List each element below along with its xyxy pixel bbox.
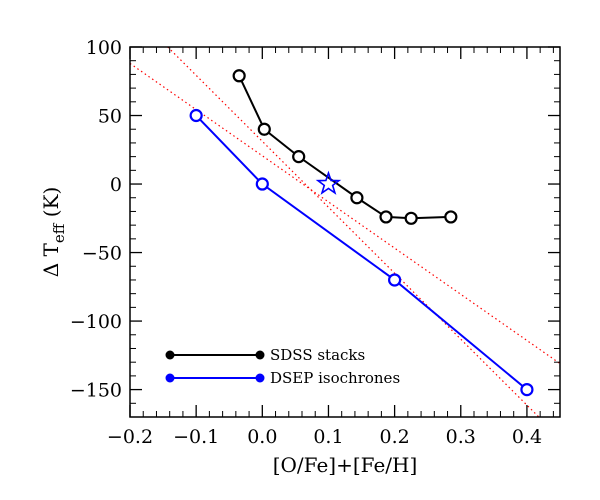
y-tick-label: 50 [98,106,122,128]
y-axis-label-sub: eff [50,222,68,243]
y-axis-label-unit: (K) [39,187,63,224]
x-tick-label: 0.4 [512,426,542,448]
series-1-point [444,210,458,224]
x-tick-label: 0.0 [247,426,277,448]
series-1-point [257,122,271,136]
y-tick-label: 100 [86,37,122,59]
x-tick-label: −0.2 [107,426,153,448]
legend-dot-left-2 [165,373,175,383]
x-axis-label: [O/Fe]+[Fe/H] [273,453,418,477]
series-1-point [232,69,246,83]
x-tick-label: 0.1 [313,426,343,448]
series-1-point [404,211,418,225]
legend-dot-left-1 [165,350,175,360]
legend-label-2: DSEP isochrones [270,369,400,387]
legend-label-1: SDSS stacks [270,346,365,364]
series-2-point [388,273,402,287]
series-1-point [292,150,306,164]
x-tick-label: −0.1 [173,426,219,448]
series-line-1 [238,75,451,220]
y-tick-label: 0 [110,174,122,196]
y-tick-label: −100 [70,311,122,333]
star-marker [315,170,342,195]
series-2-point [255,177,269,191]
y-tick-label: −150 [70,380,122,402]
series-2-point [189,108,203,123]
reference-line-1 [130,62,560,365]
series-2-point [520,382,534,397]
legend-dot-right-1 [255,350,265,360]
x-tick-label: 0.2 [380,426,410,448]
y-axis-label: Δ Teff (K) [39,187,68,278]
series-line-2 [195,114,528,391]
x-tick-label: 0.3 [446,426,476,448]
reference-line-2 [167,47,540,417]
plot-frame [129,46,561,418]
series-1-point [350,191,364,205]
legend-dot-right-2 [255,373,265,383]
y-tick-label: −50 [82,243,122,265]
series-1-point [379,210,393,224]
y-axis-label-main: Δ T [39,242,63,277]
